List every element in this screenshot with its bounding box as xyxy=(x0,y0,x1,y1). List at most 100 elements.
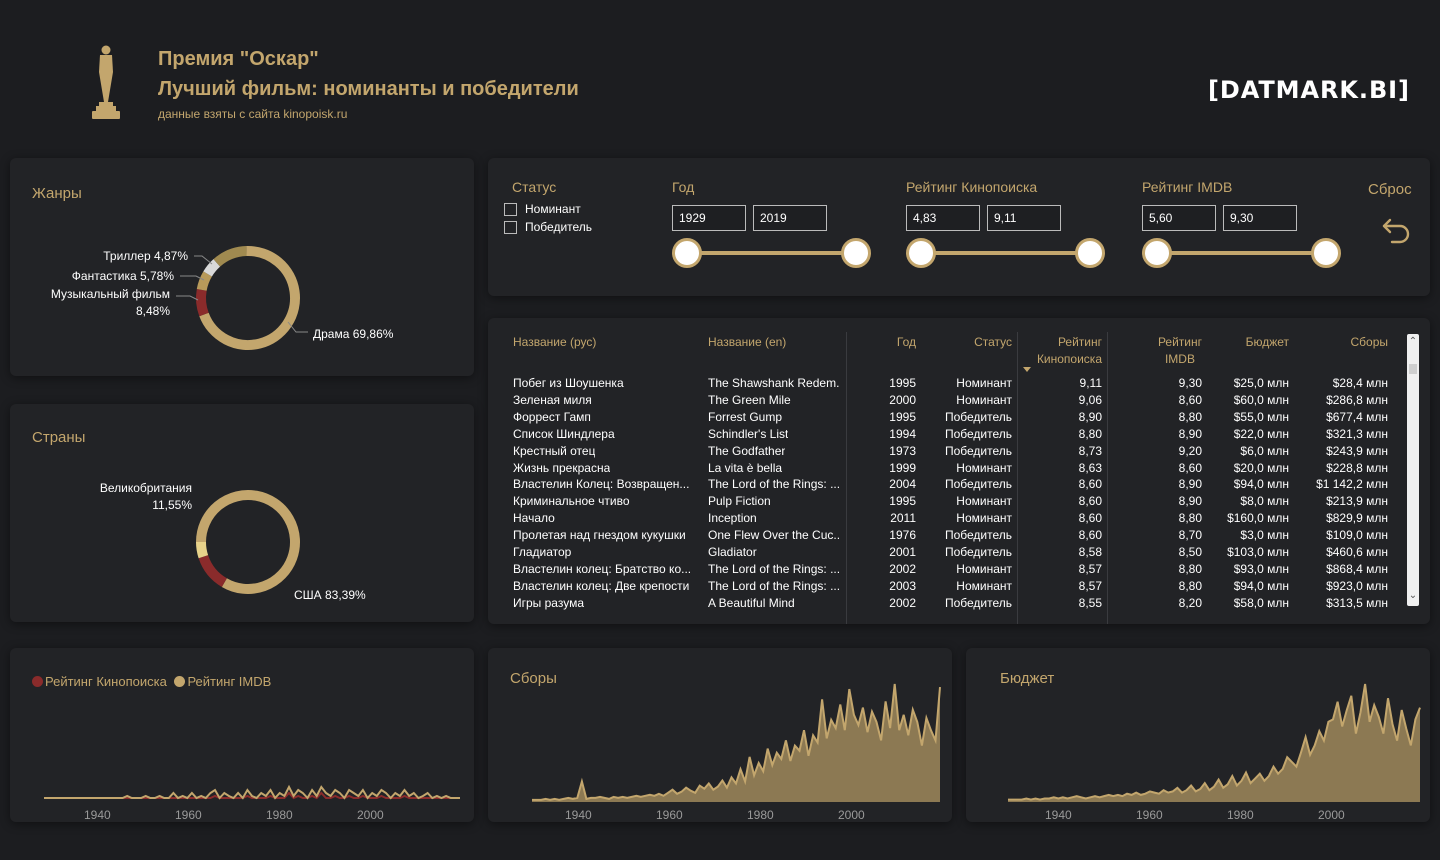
kp-rating-max-input[interactable] xyxy=(987,205,1061,231)
table-row[interactable]: Гладиатор Gladiator 2001 Победитель 8,58 8,50… xyxy=(488,545,1430,562)
scroll-thumb[interactable] xyxy=(1409,364,1417,374)
cell-gross: $213,9 млн xyxy=(1326,494,1388,509)
table-row[interactable]: Криминальное чтиво Pulp Fiction 1995 Номина… xyxy=(488,494,1430,511)
table-row[interactable]: Властелин Колец: Возвращен... The Lord of… xyxy=(488,477,1430,494)
table-row[interactable]: Начало Inception 2011 Номинант 8,60 8,80 $160,… xyxy=(488,511,1430,528)
cell-imdb-rating: 8,90 xyxy=(1178,494,1202,509)
country-label-uk-name: Великобритания xyxy=(99,481,192,495)
area-line[interactable] xyxy=(532,683,941,801)
kp-rating-slider-max-handle[interactable] xyxy=(1075,238,1105,268)
col-header-status[interactable]: Статус xyxy=(974,335,1012,349)
kp-rating-slider-min-handle[interactable] xyxy=(906,238,936,268)
donut-slice[interactable] xyxy=(196,541,209,559)
area-fill xyxy=(532,684,940,802)
cell-year: 2001 xyxy=(889,545,916,559)
cell-budget: $60,0 млн xyxy=(1233,392,1289,407)
kp-rating-slider-track[interactable] xyxy=(922,251,1090,255)
cell-name-ru: Зеленая миля xyxy=(513,392,592,407)
donut-slice[interactable] xyxy=(203,259,221,277)
cell-name-en: The Green Mile xyxy=(708,392,791,407)
ratings-tick-1960: 1960 xyxy=(175,808,202,822)
col-header-year[interactable]: Год xyxy=(896,335,916,349)
table-row[interactable]: Пролетая над гнездом кукушки One Flew Ove… xyxy=(488,528,1430,545)
table-scrollbar[interactable]: ⌃ ⌄ xyxy=(1407,334,1419,606)
donut-slice[interactable] xyxy=(198,554,228,587)
genre-label-thriller: Триллер 4,87% xyxy=(103,249,188,263)
genres-title: Жанры xyxy=(32,185,82,202)
cell-name-ru: Гладиатор xyxy=(513,545,572,559)
year-slider-track[interactable] xyxy=(688,251,856,255)
table-row[interactable]: Зеленая миля The Green Mile 2000 Номинант 9,… xyxy=(488,393,1430,410)
donut-slice[interactable] xyxy=(196,288,209,317)
table-row[interactable]: Форрест Гамп Forrest Gump 1995 Победитель 8,… xyxy=(488,410,1430,427)
scroll-up-icon[interactable]: ⌃ xyxy=(1408,336,1418,347)
cell-kp-rating: 8,63 xyxy=(1078,460,1102,475)
cell-status: Победитель xyxy=(944,409,1012,424)
donut-slice[interactable] xyxy=(199,246,300,350)
imdb-rating-slider-max-handle[interactable] xyxy=(1311,238,1341,268)
reset-button-label[interactable]: Сброс xyxy=(1368,181,1412,198)
nominee-checkbox[interactable] xyxy=(504,202,517,216)
cell-year: 1976 xyxy=(889,528,916,543)
status-checkbox-winner[interactable]: Победитель xyxy=(504,220,592,234)
page-title: Премия "Оскар" xyxy=(158,48,319,70)
cell-imdb-rating: 8,70 xyxy=(1178,528,1202,543)
imdb-rating-slider-min-handle[interactable] xyxy=(1142,238,1172,268)
donut-slice[interactable] xyxy=(196,271,213,291)
col-header-imdb-line1: Рейтинг xyxy=(1157,335,1202,349)
table-row[interactable]: Жизнь прекрасна La vita è bella 1999 Номина… xyxy=(488,461,1430,478)
cell-kp-rating: 9,11 xyxy=(1079,376,1102,390)
cell-gross: $228,8 млн xyxy=(1326,460,1388,475)
genres-donut-chart xyxy=(196,246,300,350)
cell-status: Номинант xyxy=(956,561,1012,576)
ratings-line-chart xyxy=(44,784,460,800)
cell-year: 1995 xyxy=(889,409,916,424)
col-header-imdb-line2: IMDB xyxy=(1164,352,1195,366)
col-header-imdb-rating[interactable]: Рейтинг IMDB xyxy=(1158,334,1202,368)
status-checkbox-nominee[interactable]: Номинант xyxy=(504,202,581,216)
country-label-uk: Великобритания 11,55% xyxy=(100,480,192,514)
table-row[interactable]: Игры разума A Beautiful Mind 2002 Победител… xyxy=(488,596,1430,613)
cell-name-en: La vita è bella xyxy=(708,460,783,475)
imdb-rating-min-input[interactable] xyxy=(1142,205,1216,231)
col-header-name-en[interactable]: Название (en) xyxy=(708,335,787,349)
scroll-down-icon[interactable]: ⌄ xyxy=(1408,590,1418,601)
col-header-name-ru[interactable]: Название (рус) xyxy=(513,335,597,349)
cell-year: 1995 xyxy=(889,376,916,390)
imdb-rating-max-input[interactable] xyxy=(1223,205,1297,231)
area-line[interactable] xyxy=(1008,683,1421,801)
cell-gross: $313,5 млн xyxy=(1326,595,1388,610)
year-min-input[interactable] xyxy=(672,205,746,231)
genre-label-drama: Драма 69,86% xyxy=(313,327,394,341)
year-slider-min-handle[interactable] xyxy=(672,238,702,268)
year-max-input[interactable] xyxy=(753,205,827,231)
country-label-uk-pct: 11,55% xyxy=(152,498,192,512)
donut-slice[interactable] xyxy=(196,490,300,594)
genre-label-musical-name: Музыкальный фильм xyxy=(50,287,170,301)
cell-kp-rating: 8,80 xyxy=(1078,426,1102,441)
series-line[interactable] xyxy=(44,784,460,800)
col-header-kp-rating[interactable]: Рейтинг Кинопоиска xyxy=(1037,334,1102,368)
table-row[interactable]: Список Шиндлера Schindler's List 1994 Побед… xyxy=(488,427,1430,444)
col-header-budget[interactable]: Бюджет xyxy=(1245,335,1289,349)
cell-budget: $58,0 млн xyxy=(1233,595,1289,610)
table-row[interactable]: Властелин колец: Две крепости The Lord of… xyxy=(488,579,1430,596)
year-slider-max-handle[interactable] xyxy=(841,238,871,268)
cell-status: Номинант xyxy=(956,511,1012,526)
winner-checkbox[interactable] xyxy=(504,220,517,234)
cell-name-ru: Властелин Колец: Возвращен... xyxy=(513,477,690,492)
ratings-tick-2000: 2000 xyxy=(357,808,384,822)
cell-name-ru: Властелин колец: Братство ко... xyxy=(513,561,692,576)
legend-kp-dot xyxy=(32,676,43,687)
cell-year: 1999 xyxy=(889,460,916,475)
donut-slice[interactable] xyxy=(213,246,247,267)
kp-rating-min-input[interactable] xyxy=(906,205,980,231)
col-header-gross[interactable]: Сборы xyxy=(1350,335,1388,349)
undo-arrow-icon[interactable] xyxy=(1380,214,1414,248)
cell-gross: $243,9 млн xyxy=(1326,443,1388,458)
imdb-rating-slider-track[interactable] xyxy=(1158,251,1326,255)
table-row[interactable]: Побег из Шоушенка The Shawshank Redem... 1… xyxy=(488,376,1430,393)
table-row[interactable]: Властелин колец: Братство ко... The Lord … xyxy=(488,562,1430,579)
table-row[interactable]: Крестный отец The Godfather 1973 Победитель… xyxy=(488,444,1430,461)
cell-name-ru: Пролетая над гнездом кукушки xyxy=(513,528,686,543)
